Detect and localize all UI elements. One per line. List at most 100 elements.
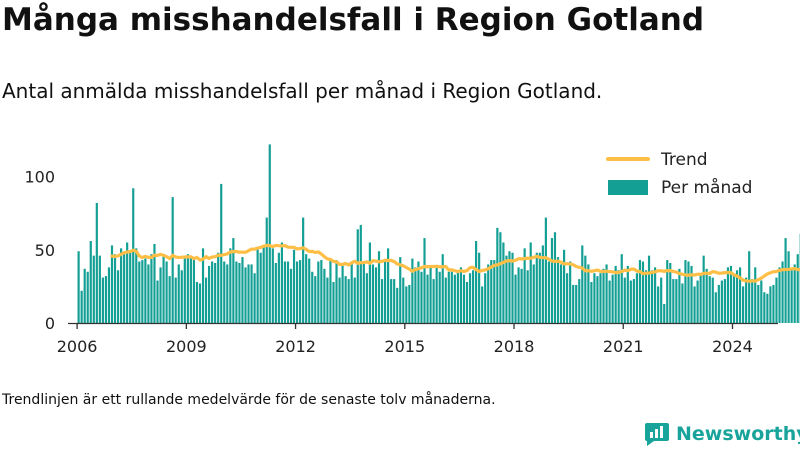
bar xyxy=(450,271,453,323)
y-tick-label: 50 xyxy=(35,241,55,260)
bar xyxy=(781,261,784,323)
bar xyxy=(429,265,432,323)
bar xyxy=(717,284,720,323)
bar xyxy=(699,274,702,323)
bar xyxy=(377,251,381,323)
y-tick-label: 0 xyxy=(45,314,55,333)
bar xyxy=(344,276,347,323)
bar xyxy=(678,268,681,323)
newsworthy-logo[interactable]: Newsworthy xyxy=(644,420,800,448)
bar xyxy=(110,245,114,323)
bar xyxy=(735,270,739,323)
bar xyxy=(329,260,332,323)
bar xyxy=(89,241,92,323)
bar xyxy=(742,286,745,323)
bar xyxy=(229,248,232,323)
bar xyxy=(490,260,493,323)
bar xyxy=(462,274,466,323)
bar xyxy=(223,261,226,323)
bar xyxy=(508,251,511,323)
bar xyxy=(626,265,629,323)
bar xyxy=(323,268,326,323)
bar xyxy=(286,261,290,323)
bar xyxy=(693,286,696,323)
bar xyxy=(174,277,177,323)
bar xyxy=(584,255,587,323)
bar xyxy=(690,265,693,323)
bar xyxy=(617,270,620,323)
bar xyxy=(511,252,514,323)
bar xyxy=(757,284,760,323)
bar xyxy=(256,248,259,323)
bar xyxy=(280,242,283,323)
bar xyxy=(414,267,417,323)
bar xyxy=(214,262,217,323)
bar xyxy=(559,264,563,323)
bar xyxy=(641,261,645,323)
bar xyxy=(420,271,423,323)
bar xyxy=(132,188,135,323)
bar xyxy=(569,261,572,323)
bar xyxy=(726,267,730,323)
bar xyxy=(238,262,241,323)
bar xyxy=(104,276,108,323)
bar xyxy=(208,265,211,323)
bar xyxy=(681,283,684,323)
chart: 0 50 100 2006 2009 2012 2015 2018 2021 2024 Tren… xyxy=(24,144,800,356)
bar xyxy=(135,248,138,323)
bar xyxy=(468,273,472,323)
chart-title: Många misshandelsfall i Region Gotland xyxy=(2,2,705,38)
bar xyxy=(438,271,441,323)
bar xyxy=(338,277,341,323)
bar xyxy=(478,252,481,323)
x-tick-label: 2018 xyxy=(494,337,535,356)
bar xyxy=(550,238,554,323)
bar xyxy=(459,267,463,323)
bar xyxy=(250,264,253,323)
bar xyxy=(684,260,687,323)
bar xyxy=(247,264,250,323)
bar xyxy=(687,261,690,323)
bar xyxy=(277,252,280,323)
bar xyxy=(763,292,766,323)
bar xyxy=(92,255,95,323)
bar xyxy=(660,277,663,323)
bar xyxy=(790,270,793,323)
bar xyxy=(120,248,123,323)
y-axis: 0 50 100 xyxy=(24,168,55,333)
bar xyxy=(317,261,320,323)
bar xyxy=(532,264,535,323)
bar xyxy=(581,245,584,323)
bar xyxy=(359,224,362,323)
bar xyxy=(432,279,435,323)
bar xyxy=(672,279,675,323)
bar xyxy=(183,257,186,323)
bar xyxy=(635,273,638,323)
trend-line xyxy=(110,243,800,283)
bar xyxy=(180,270,183,323)
bar xyxy=(314,276,317,323)
bar xyxy=(444,277,447,323)
bar xyxy=(192,257,196,323)
x-tick-label: 2006 xyxy=(57,337,98,356)
bar xyxy=(632,279,635,323)
bar xyxy=(760,280,763,323)
bar xyxy=(447,271,450,323)
bar xyxy=(302,217,305,323)
bar xyxy=(599,273,602,323)
bar xyxy=(116,270,120,323)
bar xyxy=(611,274,614,323)
bar xyxy=(538,252,541,323)
bar xyxy=(198,283,202,323)
bar xyxy=(383,260,387,323)
bar xyxy=(177,264,180,323)
bar xyxy=(262,246,265,323)
bar xyxy=(657,286,660,323)
bar xyxy=(720,280,723,323)
bar xyxy=(572,284,575,323)
bar xyxy=(353,277,356,323)
bar xyxy=(107,267,111,323)
bar xyxy=(590,282,593,323)
bar xyxy=(675,279,678,323)
bar xyxy=(402,277,405,323)
